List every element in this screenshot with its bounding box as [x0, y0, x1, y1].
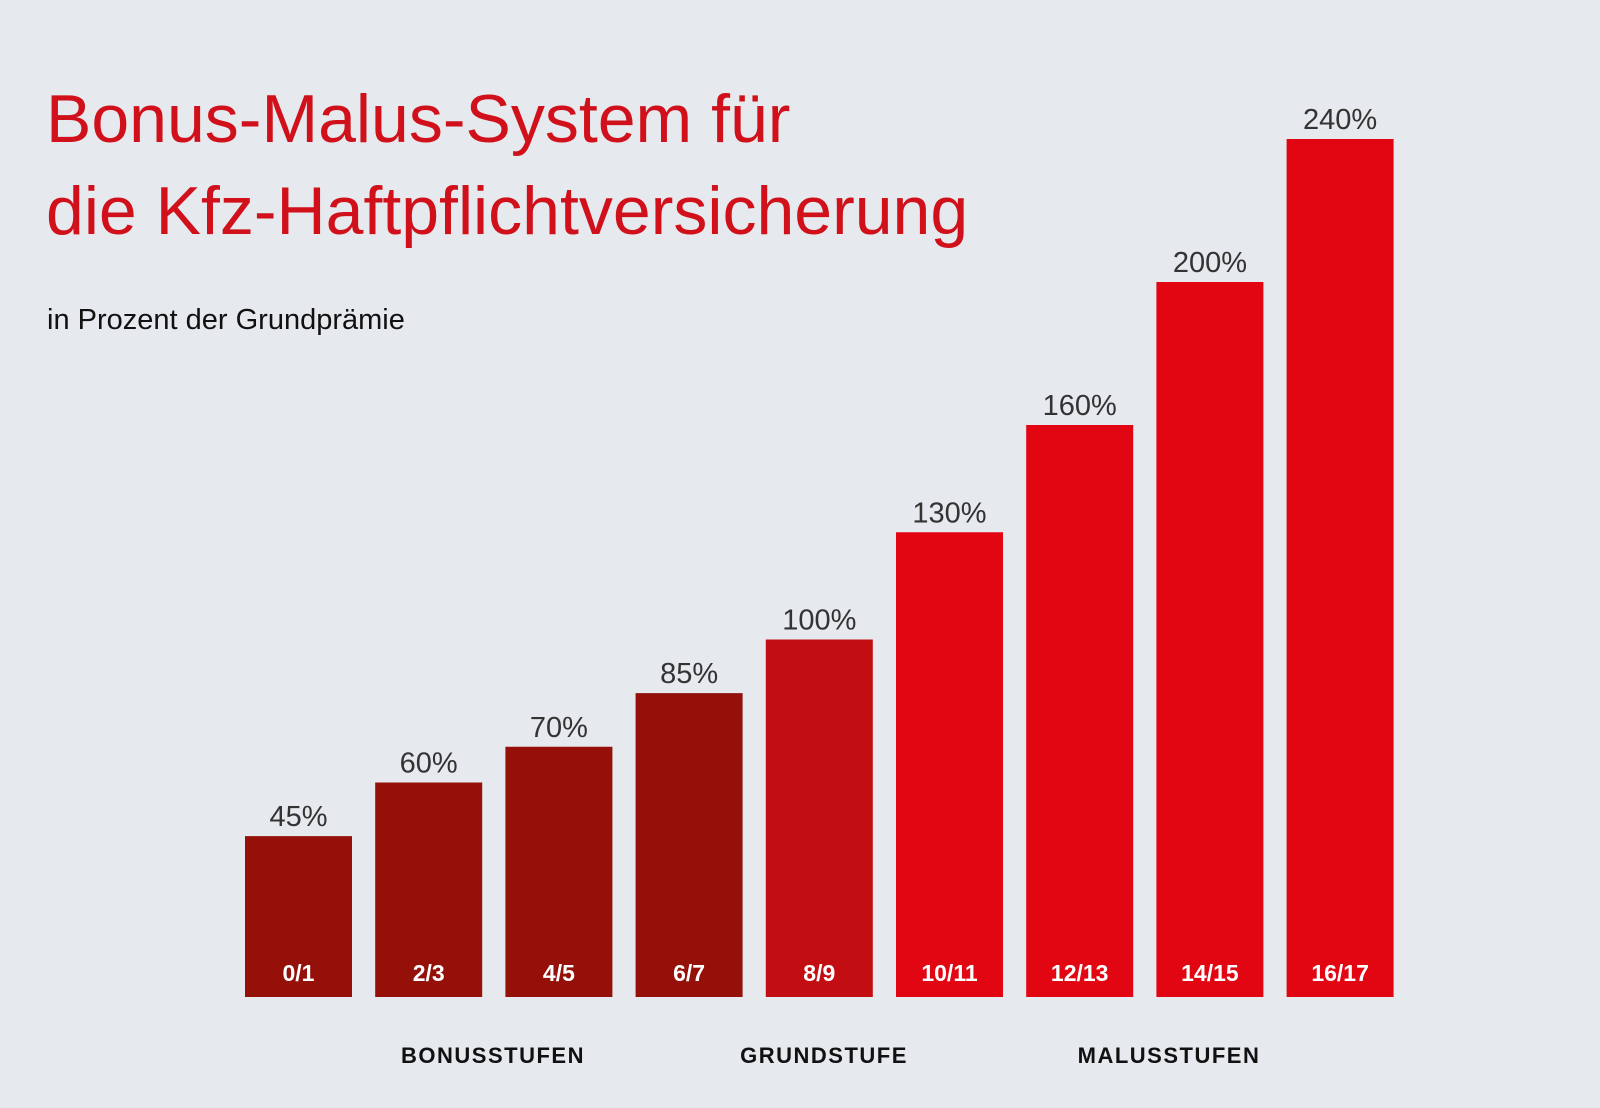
- value-label: 85%: [660, 658, 718, 690]
- bar: [1026, 425, 1134, 997]
- category-label: 12/13: [1051, 960, 1109, 986]
- category-label: 10/11: [921, 960, 977, 986]
- bar: [375, 782, 483, 997]
- group-label: BONUSSTUFEN: [401, 1043, 585, 1068]
- category-label: 0/1: [283, 960, 315, 986]
- category-label: 8/9: [803, 960, 835, 986]
- value-label: 45%: [269, 801, 327, 833]
- value-label: 60%: [400, 748, 458, 780]
- chart-title: die Kfz-Haftpflichtversicherung: [46, 173, 968, 249]
- value-label: 100%: [782, 605, 856, 637]
- bar: [1156, 282, 1264, 997]
- chart-subtitle: in Prozent der Grundprämie: [47, 304, 405, 336]
- category-label: 14/15: [1181, 960, 1239, 986]
- category-label: 16/17: [1311, 960, 1369, 986]
- value-label: 130%: [912, 497, 986, 529]
- group-label: GRUNDSTUFE: [740, 1043, 908, 1068]
- category-label: 2/3: [413, 960, 445, 986]
- chart-title: Bonus-Malus-System für: [46, 81, 790, 157]
- bar: [635, 693, 743, 997]
- value-label: 200%: [1173, 247, 1247, 279]
- bar: [1286, 139, 1394, 997]
- value-label: 70%: [530, 712, 588, 744]
- value-label: 240%: [1303, 104, 1377, 136]
- bar: [505, 746, 613, 997]
- bar: [245, 836, 352, 997]
- group-label: MALUSSTUFEN: [1078, 1043, 1261, 1068]
- bar: [765, 639, 873, 997]
- category-label: 6/7: [673, 960, 705, 986]
- bar: [896, 532, 1003, 997]
- value-label: 160%: [1043, 390, 1117, 422]
- category-label: 4/5: [543, 960, 575, 986]
